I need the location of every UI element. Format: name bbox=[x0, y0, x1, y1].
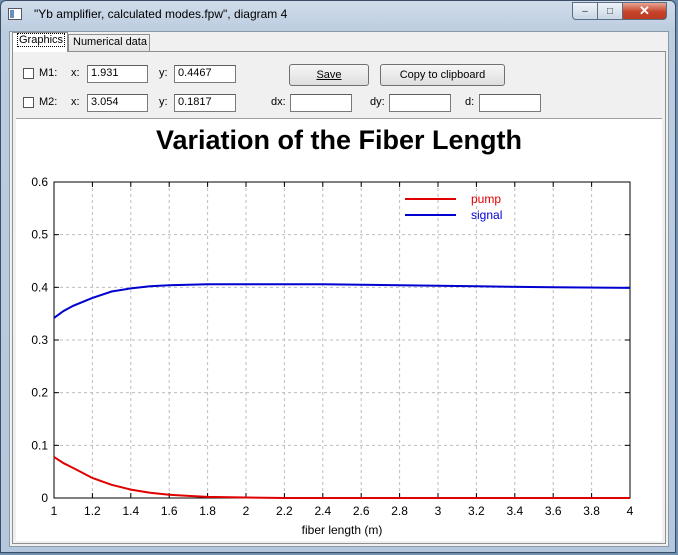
app-icon[interactable] bbox=[8, 8, 22, 20]
y-tick-label: 0.6 bbox=[31, 175, 48, 189]
dx-label: dx: bbox=[271, 96, 286, 108]
line-chart[interactable]: 1 1.2 1.4 1.6 1.8 2 2.2 2.4 2.6 2.8 3 3.2 3.4 3.6 3.8 4… bbox=[16, 119, 662, 541]
x-tick-label: 1.8 bbox=[199, 504, 216, 518]
x-tick-label: 3.6 bbox=[545, 504, 562, 518]
tab-graphics[interactable]: Graphics bbox=[12, 32, 68, 52]
x-tick-label: 2.8 bbox=[391, 504, 408, 518]
minimize-button[interactable]: – bbox=[572, 2, 598, 20]
tab-numerical-data[interactable]: Numerical data bbox=[68, 34, 150, 51]
m2-y-label: y: bbox=[159, 96, 168, 108]
maximize-button[interactable]: □ bbox=[597, 2, 623, 20]
tab-numerical-data-label: Numerical data bbox=[73, 36, 147, 48]
m2-y-field[interactable]: 0.1817 bbox=[174, 94, 236, 112]
x-tick-label: 1 bbox=[51, 504, 58, 518]
x-tick-label: 2.4 bbox=[314, 504, 331, 518]
m1-y-field[interactable]: 0.4467 bbox=[174, 65, 236, 83]
save-button-label: Save bbox=[316, 69, 342, 81]
x-tick-label: 3.2 bbox=[468, 504, 485, 518]
d-field[interactable] bbox=[479, 94, 541, 112]
dy-label: dy: bbox=[370, 96, 385, 108]
title-bar[interactable]: "Yb amplifier, calculated modes.fpw", di… bbox=[1, 1, 677, 31]
m1-x-field[interactable]: 1.931 bbox=[87, 65, 148, 83]
x-tick-label: 1.2 bbox=[84, 504, 101, 518]
m1-checkbox[interactable] bbox=[23, 68, 34, 79]
client-area: Graphics Numerical data M1: x: 1.931 y: … bbox=[9, 31, 669, 547]
legend-label-signal: signal bbox=[471, 208, 502, 222]
graphics-panel: M1: x: 1.931 y: 0.4467 Save Copy to clip… bbox=[12, 51, 666, 544]
m1-x-label: x: bbox=[71, 67, 80, 79]
y-tick-label: 0.4 bbox=[31, 280, 48, 294]
tab-strip: Graphics Numerical data bbox=[10, 32, 668, 52]
m2-label: M2: bbox=[39, 96, 58, 108]
m1-y-label: y: bbox=[159, 67, 168, 79]
close-button[interactable]: ✕ bbox=[622, 2, 667, 20]
dy-field[interactable] bbox=[389, 94, 451, 112]
x-tick-label: 3.8 bbox=[583, 504, 600, 518]
dx-field[interactable] bbox=[290, 94, 352, 112]
y-tick-label: 0.3 bbox=[31, 333, 48, 347]
legend-label-pump: pump bbox=[471, 192, 501, 206]
m2-checkbox[interactable] bbox=[23, 97, 34, 108]
x-tick-label: 1.4 bbox=[122, 504, 139, 518]
series-line-pump bbox=[53, 456, 630, 499]
x-tick-label: 1.6 bbox=[161, 504, 178, 518]
m2-x-label: x: bbox=[71, 96, 80, 108]
y-tick-label: 0 bbox=[41, 491, 48, 505]
x-tick-label: 3.4 bbox=[506, 504, 523, 518]
y-tick-label: 0.2 bbox=[31, 386, 48, 400]
graph-area[interactable]: Variation of the Fiber Length 1 1.2 1.4 1.6… bbox=[16, 118, 662, 541]
series-line-signal bbox=[53, 283, 631, 319]
y-tick-label: 0.5 bbox=[31, 228, 48, 242]
y-tick-label: 0.1 bbox=[31, 438, 48, 452]
m2-x-field[interactable]: 3.054 bbox=[87, 94, 148, 112]
m1-label: M1: bbox=[39, 67, 58, 79]
x-tick-label: 3 bbox=[435, 504, 442, 518]
d-label: d: bbox=[465, 96, 475, 108]
chart-title: Variation of the Fiber Length bbox=[155, 125, 523, 155]
copy-to-clipboard-button[interactable]: Copy to clipboard bbox=[380, 64, 505, 86]
window-title: "Yb amplifier, calculated modes.fpw", di… bbox=[34, 7, 288, 21]
x-tick-label: 2.2 bbox=[276, 504, 293, 518]
x-tick-label: 4 bbox=[627, 504, 634, 518]
x-tick-label: 2.6 bbox=[353, 504, 370, 518]
x-tick-label: 2 bbox=[243, 504, 250, 518]
tab-graphics-label: Graphics bbox=[17, 33, 66, 47]
x-axis-label: fiber length (m) bbox=[302, 523, 383, 537]
save-button[interactable]: Save bbox=[289, 64, 369, 86]
